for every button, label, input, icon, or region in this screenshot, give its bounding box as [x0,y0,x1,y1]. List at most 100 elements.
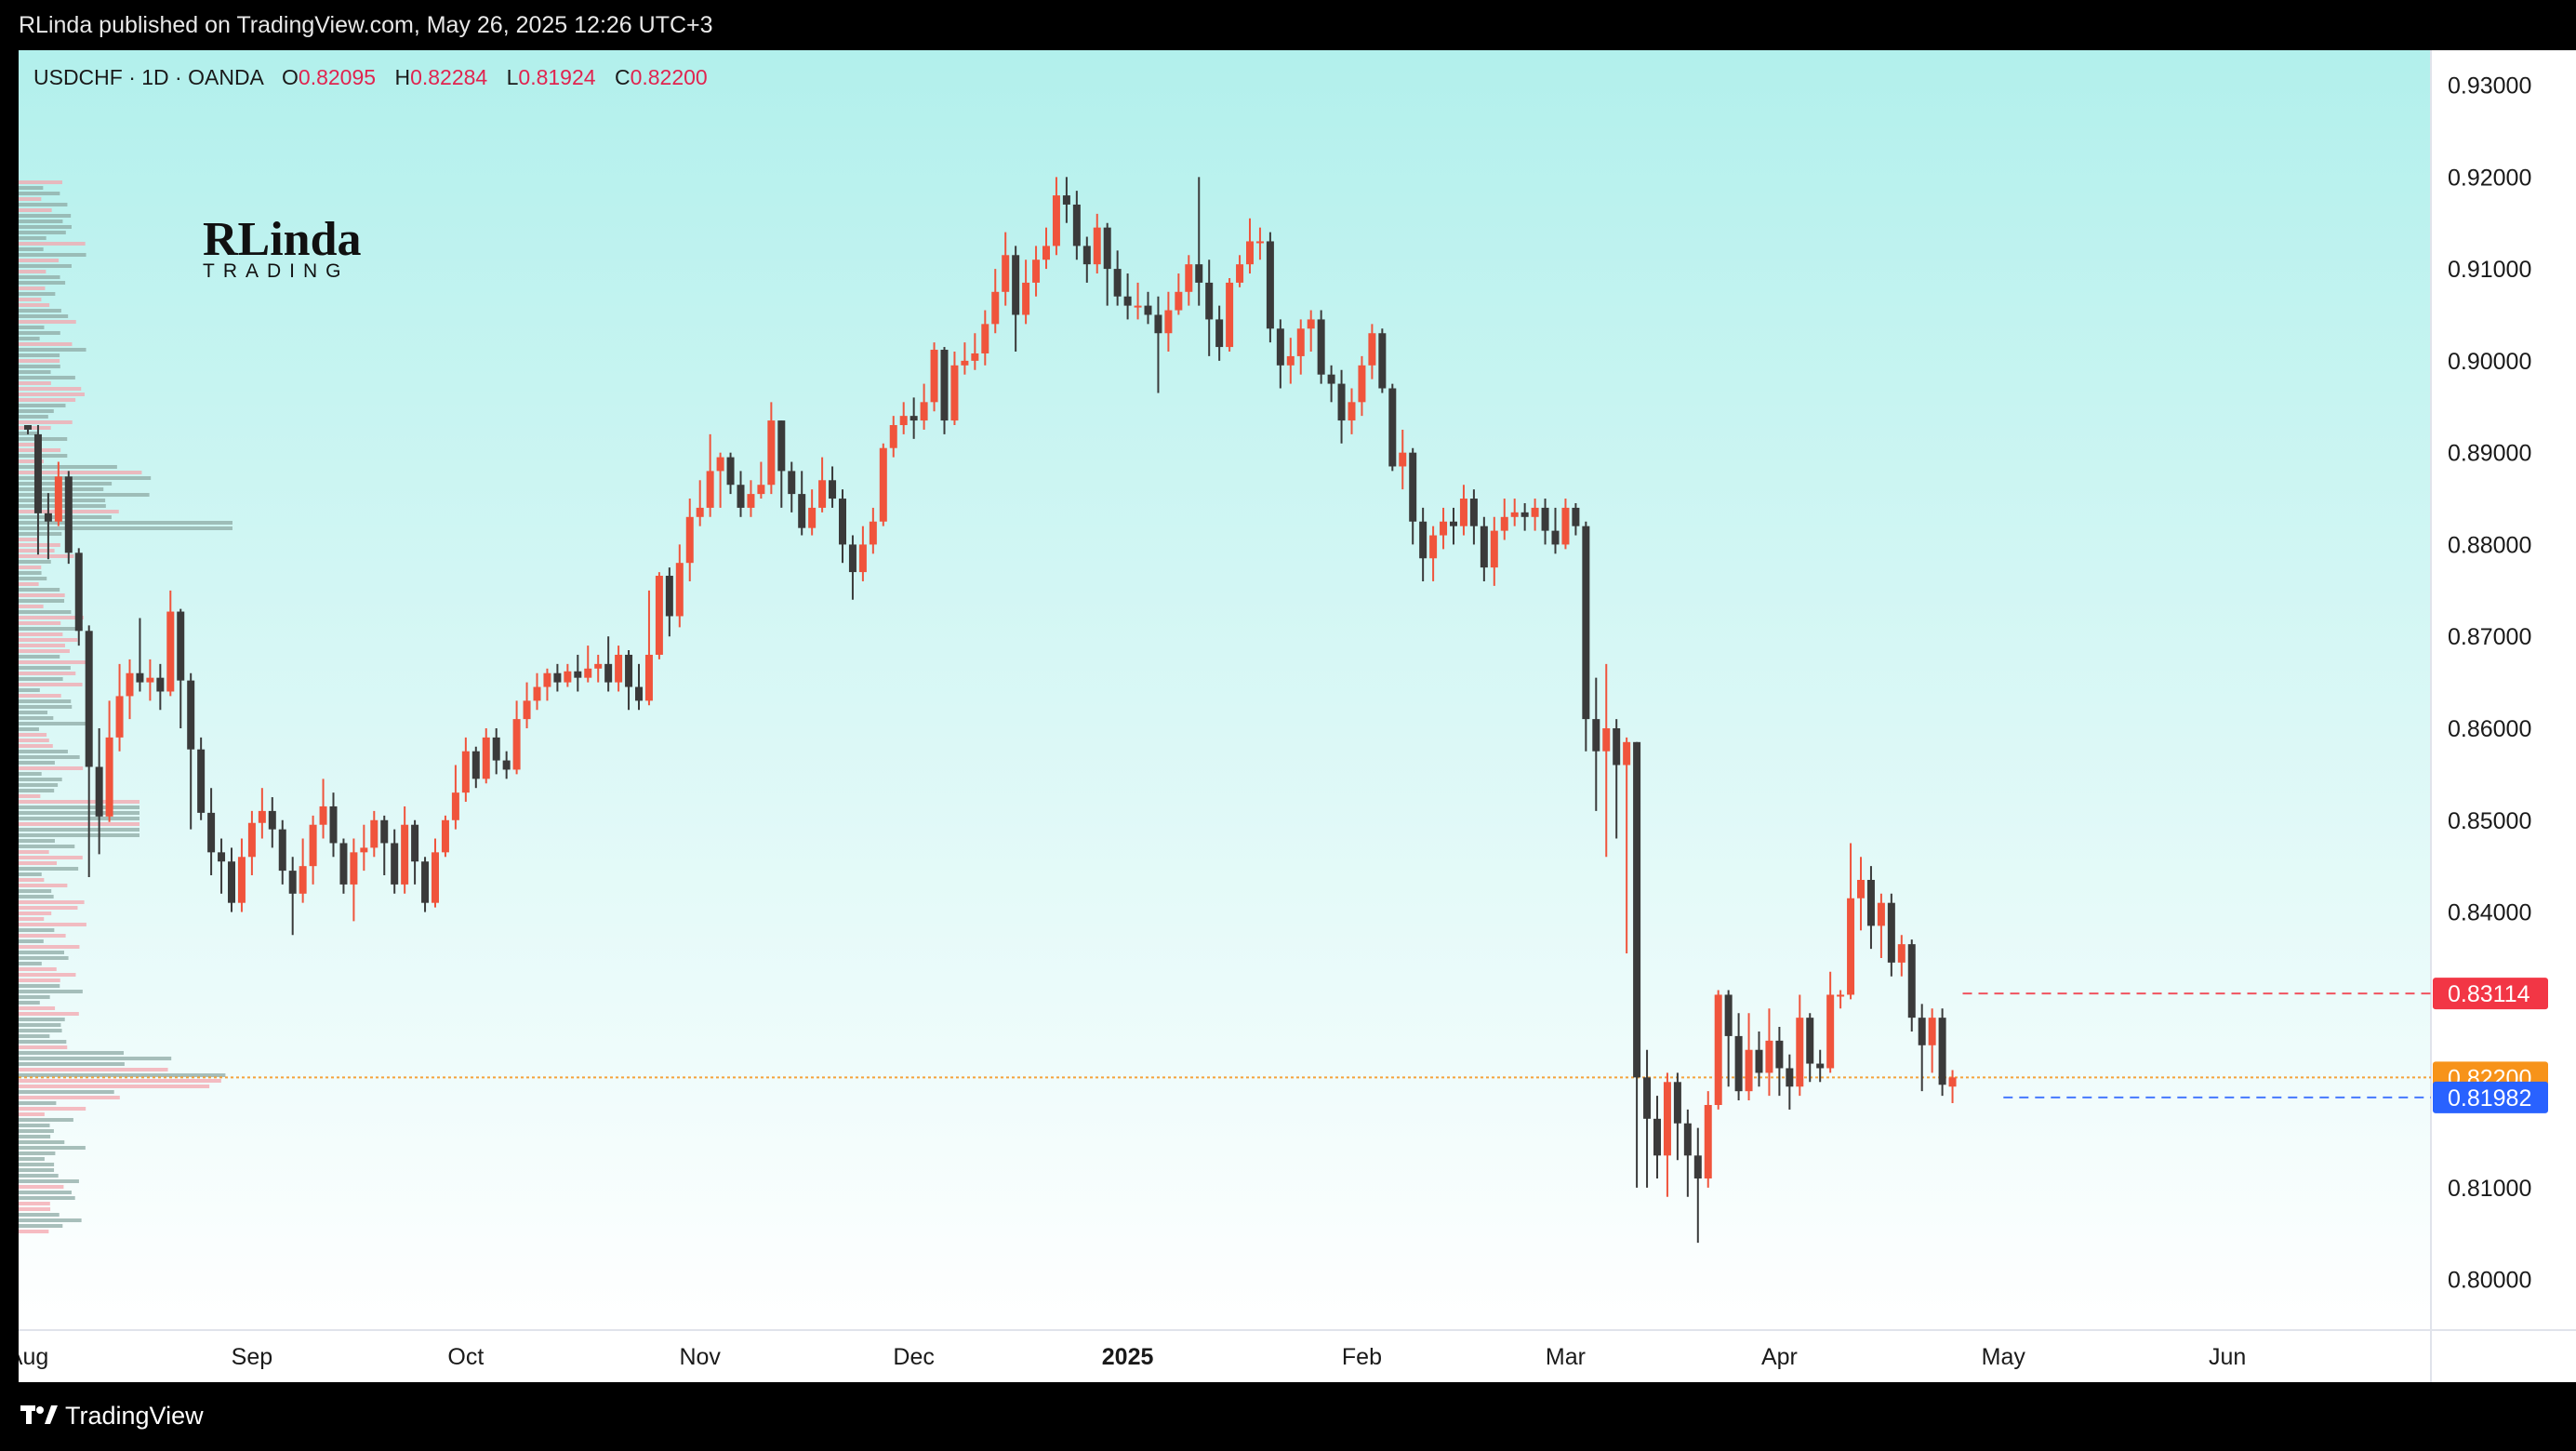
candle-body[interactable] [1307,319,1315,329]
candle-body[interactable] [848,544,856,573]
candle-body[interactable] [869,521,877,545]
candle-body[interactable] [218,852,226,862]
candle-body[interactable] [818,480,827,508]
candle-body[interactable] [685,516,694,564]
candle-body[interactable] [1348,402,1356,421]
candle-body[interactable] [278,829,286,872]
candle-body[interactable] [1327,374,1335,384]
candle-body[interactable] [788,471,796,495]
candle-body[interactable] [1113,269,1122,297]
candle-body[interactable] [85,631,93,767]
candle-body[interactable] [391,843,399,885]
candle-body[interactable] [166,611,175,692]
candle-body[interactable] [1837,994,1845,997]
candle-body[interactable] [1938,1018,1946,1085]
candle-body[interactable] [1602,727,1611,752]
candle-body[interactable] [1673,1082,1681,1124]
candle-body[interactable] [1440,521,1448,536]
candle-body[interactable] [1082,246,1091,265]
candle-body[interactable] [1255,241,1264,244]
candle-body[interactable] [961,360,969,366]
candle-body[interactable] [747,494,755,508]
candle-body[interactable] [950,365,959,421]
candle-body[interactable] [1164,310,1173,334]
candle-body[interactable] [726,457,735,486]
candle-body[interactable] [1469,499,1478,526]
candle-body[interactable] [247,822,256,858]
candle-body[interactable] [991,291,1000,325]
candle-body[interactable] [1399,452,1407,467]
candle-body[interactable] [737,485,745,508]
candle-body[interactable] [1459,499,1467,526]
candle-body[interactable] [1175,291,1183,311]
candle-body[interactable] [1500,516,1508,531]
candle-body[interactable] [1582,526,1590,720]
candle-body[interactable] [615,654,623,683]
candle-body[interactable] [1419,521,1427,559]
candle-body[interactable] [207,812,216,853]
candle-body[interactable] [757,485,765,495]
candle-body[interactable] [1480,526,1488,568]
candle-body[interactable] [1734,1035,1743,1092]
candle-body[interactable] [1266,241,1274,329]
candle-body[interactable] [1296,328,1305,356]
candle-body[interactable] [1714,994,1722,1105]
candle-body[interactable] [1866,879,1875,926]
candle-body[interactable] [471,751,480,779]
candle-body[interactable] [136,672,144,683]
candle-body[interactable] [1745,1049,1753,1092]
candle-body[interactable] [655,576,663,655]
candle-body[interactable] [1185,264,1193,292]
candle-body[interactable] [1897,944,1905,963]
candle-body[interactable] [1633,741,1641,1078]
candle-body[interactable] [1806,1018,1814,1064]
chart-svg[interactable]: 0.93000 0.92000 0.91000 0.90000 0.89000 0.880… [19,50,2576,1382]
candle-body[interactable] [940,350,949,421]
candle-body[interactable] [1786,1068,1794,1087]
candle-body[interactable] [187,680,195,750]
candle-body[interactable] [95,766,103,817]
candle-body[interactable] [675,563,684,617]
candle-body[interactable] [258,810,266,823]
candle-body[interactable] [1012,255,1020,315]
candle-body[interactable] [1643,1077,1652,1119]
candle-body[interactable] [767,420,776,486]
candle-body[interactable] [441,819,449,853]
candle-body[interactable] [1653,1118,1661,1156]
candle-body[interactable] [1246,241,1254,265]
candle-body[interactable] [288,871,297,894]
candle-body[interactable] [716,457,724,472]
candle-body[interactable] [644,654,653,701]
candle-body[interactable] [625,654,633,687]
candle-body[interactable] [1103,227,1111,270]
candle-body[interactable] [1123,296,1132,306]
candle-body[interactable] [1561,507,1570,545]
candle-body[interactable] [1724,994,1733,1036]
candle-body[interactable] [594,663,603,669]
candle-body[interactable] [523,700,531,720]
candle-body[interactable] [126,672,134,697]
candle-body[interactable] [1755,1049,1763,1073]
candle-body[interactable] [1072,204,1081,246]
candle-body[interactable] [858,544,867,573]
candle-body[interactable] [1429,535,1438,559]
candle-body[interactable] [777,420,786,472]
candle-body[interactable] [665,576,673,617]
candle-body[interactable] [319,805,327,825]
candle-body[interactable] [1286,355,1295,366]
candle-body[interactable] [889,425,897,448]
candle-body[interactable] [920,402,928,421]
candle-body[interactable] [1623,741,1631,765]
candle-body[interactable] [1450,521,1457,526]
candle-body[interactable] [1093,227,1101,265]
candle-body[interactable] [350,852,358,885]
candle-body[interactable] [1887,902,1895,963]
candle-body[interactable] [411,824,419,862]
candle-body[interactable] [1317,319,1325,375]
candle-body[interactable] [401,824,409,885]
candle-body[interactable] [492,737,500,761]
candle-body[interactable] [24,425,32,430]
candle-body[interactable] [512,719,521,770]
candle-body[interactable] [910,416,918,421]
tradingview-logo-icon[interactable] [20,1384,58,1451]
